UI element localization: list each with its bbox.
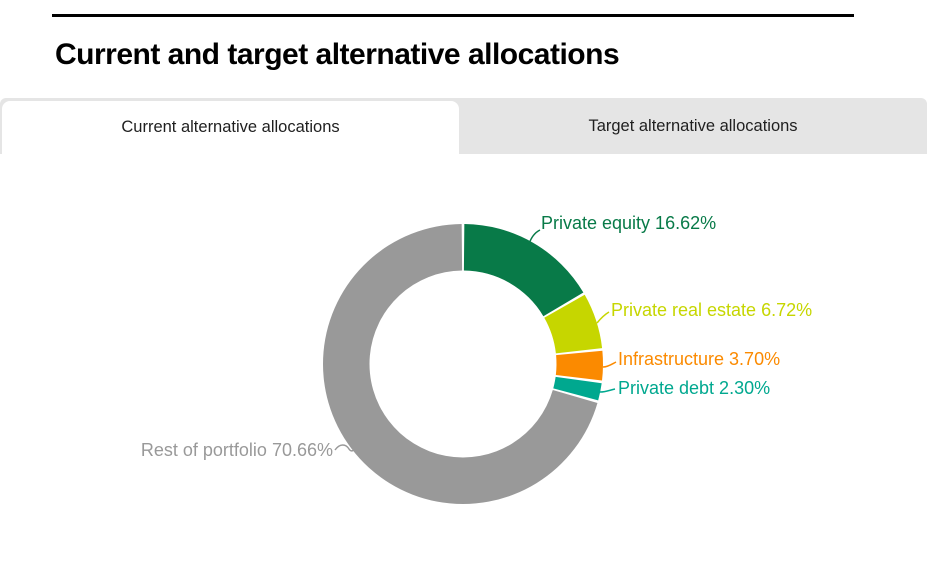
leader-line-private-real-estate: [596, 311, 610, 324]
donut-slice-private-equity[interactable]: [463, 224, 584, 317]
tab-current-alternative-allocations[interactable]: Current alternative allocations: [2, 101, 459, 154]
slice-label-private-real-estate: Private real estate 6.72%: [611, 300, 812, 320]
donut-slice-private-real-estate[interactable]: [544, 294, 603, 354]
tab-label: Current alternative allocations: [121, 118, 340, 136]
donut-slice-rest-of-portfolio[interactable]: [323, 224, 598, 505]
leader-line-infrastructure: [602, 361, 617, 368]
donut-slice-infrastructure[interactable]: [555, 350, 603, 381]
leader-line-rest-of-portfolio: [334, 444, 356, 452]
donut-slice-private-debt[interactable]: [553, 376, 602, 401]
slice-label-rest-of-portfolio: Rest of portfolio 70.66%: [141, 440, 333, 460]
tab-target-alternative-allocations[interactable]: Target alternative allocations: [459, 98, 927, 154]
slice-label-private-debt: Private debt 2.30%: [618, 378, 770, 398]
slice-label-private-equity: Private equity 16.62%: [541, 213, 716, 233]
slice-label-infrastructure: Infrastructure 3.70%: [618, 349, 780, 369]
tab-label: Target alternative allocations: [588, 116, 798, 135]
tab-bar: Current alternative allocations Target a…: [0, 98, 927, 154]
page-title: Current and target alternative allocatio…: [55, 38, 620, 71]
leader-line-private-debt: [599, 388, 616, 393]
top-rule: [52, 14, 854, 17]
leader-line-private-equity: [528, 229, 541, 245]
